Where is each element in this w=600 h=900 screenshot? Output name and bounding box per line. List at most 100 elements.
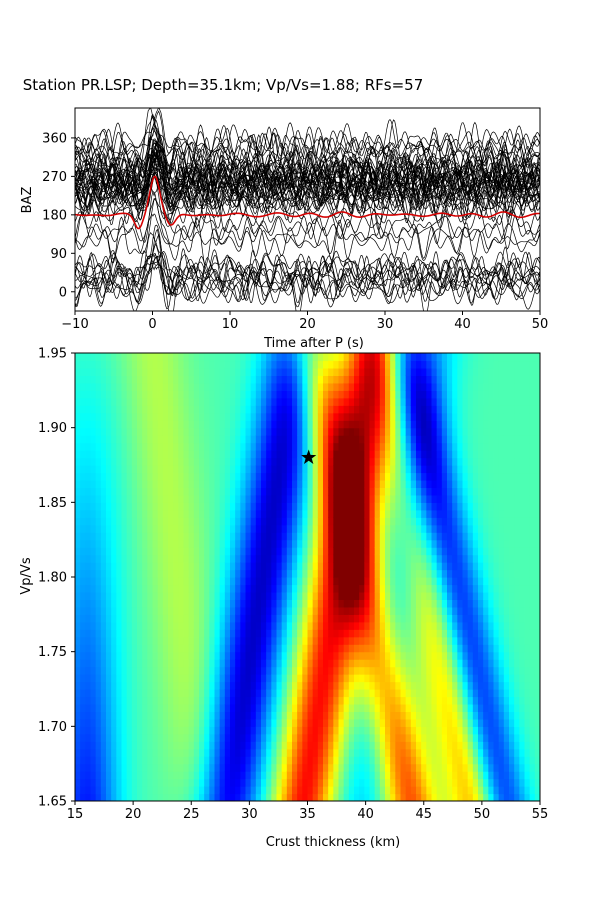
heatmap-cell [137,375,143,384]
heatmap-cell [199,472,205,481]
heatmap-cell [416,778,422,787]
heatmap-cell [416,621,422,630]
heatmap-cell [359,577,365,586]
heatmap-cell [111,793,117,801]
heatmap-cell [131,711,138,720]
heatmap-cell [374,711,381,720]
heatmap-cell [493,569,500,578]
heatmap-cell [204,562,210,571]
heatmap-cell [333,397,340,406]
heatmap-cell [483,450,489,459]
heatmap-cell [173,442,179,451]
heatmap-cell [369,666,376,675]
heatmap-cell [478,741,484,750]
heatmap-cell [292,457,298,466]
heatmap-cell [100,771,107,780]
heatmap-cell [116,703,123,712]
heatmap-cell [261,718,267,727]
heatmap-cell [416,666,422,675]
heatmap-cell [157,599,164,608]
heatmap-cell [426,562,433,571]
heatmap-cell [209,435,216,444]
heatmap-cell [426,771,433,780]
heatmap-cell [333,435,340,444]
heatmap-cell [457,748,464,757]
heatmap-cell [157,405,164,414]
heatmap-cell [178,435,185,444]
heatmap-cell [168,584,174,593]
heatmap-cell [483,547,489,556]
heatmap-cell [478,726,484,735]
heatmap-cell [204,756,210,765]
heatmap-cell [400,367,407,376]
heatmap-cell [447,479,453,488]
heatmap-cell [100,375,107,384]
heatmap-cell [240,756,247,765]
heatmap-cell [106,636,112,645]
heatmap-cell [147,435,154,444]
heatmap-cell [302,494,309,503]
heatmap-cell [374,390,381,399]
heatmap-cell [421,689,427,698]
heatmap-cell [348,621,355,630]
heatmap-cell [245,689,252,698]
heatmap-cell [209,457,216,466]
heatmap-cell [116,494,123,503]
heatmap-cell [261,726,267,735]
heatmap-cell [328,636,334,645]
heatmap-cell [297,636,303,645]
heatmap-cell [240,562,247,571]
heatmap-cell [317,733,324,742]
heatmap-cell [204,599,210,608]
heatmap-cell [493,509,500,518]
heatmap-cell [90,450,97,459]
heatmap-cell [100,577,107,586]
heatmap-cell [431,353,438,362]
heatmap-cell [178,509,185,518]
heatmap-cell [441,793,448,801]
heatmap-cell [297,420,303,429]
heatmap-cell [168,547,174,556]
heatmap-cell [255,479,262,488]
heatmap-cell [106,771,112,780]
heatmap-cell [121,494,128,503]
heatmap-cell [431,562,438,571]
heatmap-cell [80,689,86,698]
heatmap-cell [348,405,355,414]
heatmap-cell [235,674,241,683]
heatmap-cell [240,479,247,488]
heatmap-cell [405,427,412,436]
heatmap-cell [142,539,148,548]
heatmap-cell [137,502,143,511]
heatmap-cell [436,420,443,429]
heatmap-cell [348,733,355,742]
heatmap-cell [302,651,309,660]
heatmap-cell [281,629,288,638]
heatmap-cell [426,748,433,757]
heatmap-cell [421,494,427,503]
heatmap-cell [343,547,350,556]
heatmap-cell [75,606,81,615]
heatmap-cell [193,427,200,436]
heatmap-cell [266,554,272,563]
heatmap-cell [199,726,205,735]
heatmap-cell [245,726,252,735]
heatmap-cell [405,494,412,503]
heatmap-cell [235,681,241,690]
heatmap-cell [193,756,200,765]
heatmap-cell [364,547,371,556]
heatmap-cell [230,487,236,496]
heatmap-cell [416,397,422,406]
heatmap-cell [147,651,154,660]
heatmap-cell [369,591,376,600]
heatmap-cell [116,689,123,698]
heatmap-cell [111,748,117,757]
heatmap-cell [478,427,484,436]
heatmap-cell [230,703,236,712]
heatmap-cell [131,644,138,653]
heatmap-cell [441,614,448,623]
heatmap-cell [126,703,133,712]
heatmap-cell [426,472,433,481]
heatmap-cell [142,711,148,720]
heatmap-cell [323,786,329,795]
